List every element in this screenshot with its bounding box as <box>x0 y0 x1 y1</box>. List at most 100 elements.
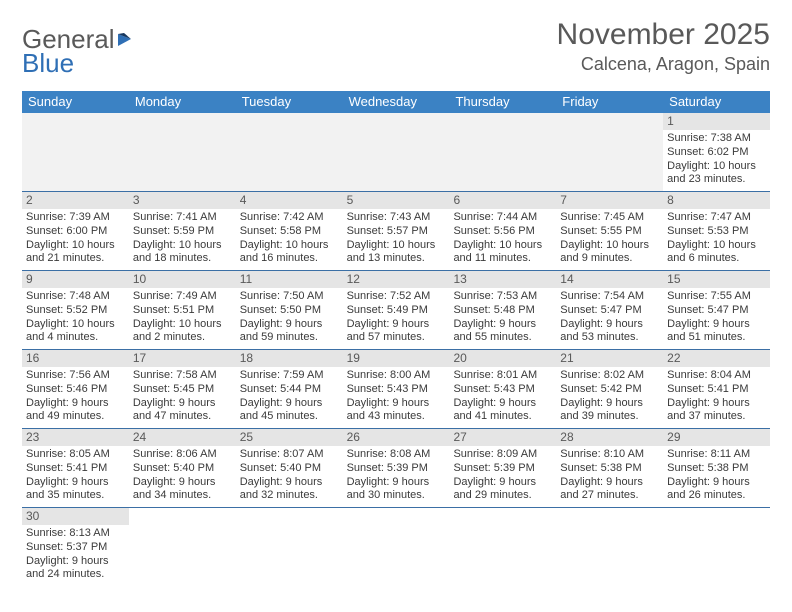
week-row: 16Sunrise: 7:56 AMSunset: 5:46 PMDayligh… <box>22 350 770 429</box>
day-number: 17 <box>129 350 236 367</box>
calendar-cell-blank <box>343 113 450 191</box>
sunrise-text: Sunrise: 8:10 AM <box>560 448 659 462</box>
sunrise-text: Sunrise: 8:07 AM <box>240 448 339 462</box>
day-header: Wednesday <box>343 91 450 113</box>
day-number: 1 <box>663 113 770 130</box>
sunrise-text: Sunrise: 7:56 AM <box>26 369 125 383</box>
week-row: 30Sunrise: 8:13 AMSunset: 5:37 PMDayligh… <box>22 508 770 586</box>
sunset-text: Sunset: 5:52 PM <box>26 304 125 318</box>
daylight-text: Daylight: 10 hours and 4 minutes. <box>26 318 125 346</box>
calendar-cell: 24Sunrise: 8:06 AMSunset: 5:40 PMDayligh… <box>129 429 236 507</box>
sunset-text: Sunset: 5:48 PM <box>453 304 552 318</box>
day-details: Sunrise: 7:42 AMSunset: 5:58 PMDaylight:… <box>236 209 343 270</box>
daylight-text: Daylight: 10 hours and 2 minutes. <box>133 318 232 346</box>
sunrise-text: Sunrise: 7:45 AM <box>560 211 659 225</box>
calendar-cell: 4Sunrise: 7:42 AMSunset: 5:58 PMDaylight… <box>236 192 343 270</box>
day-number: 9 <box>22 271 129 288</box>
day-details: Sunrise: 7:45 AMSunset: 5:55 PMDaylight:… <box>556 209 663 270</box>
sunset-text: Sunset: 5:41 PM <box>667 383 766 397</box>
sunrise-text: Sunrise: 8:09 AM <box>453 448 552 462</box>
sunrise-text: Sunrise: 8:00 AM <box>347 369 446 383</box>
weeks-container: 1Sunrise: 7:38 AMSunset: 6:02 PMDaylight… <box>22 113 770 586</box>
logo-text-2: Blue <box>22 48 74 79</box>
week-row: 1Sunrise: 7:38 AMSunset: 6:02 PMDaylight… <box>22 113 770 192</box>
calendar-cell: 23Sunrise: 8:05 AMSunset: 5:41 PMDayligh… <box>22 429 129 507</box>
calendar-cell: 14Sunrise: 7:54 AMSunset: 5:47 PMDayligh… <box>556 271 663 349</box>
day-number: 13 <box>449 271 556 288</box>
sunset-text: Sunset: 5:56 PM <box>453 225 552 239</box>
day-header: Tuesday <box>236 91 343 113</box>
daylight-text: Daylight: 9 hours and 43 minutes. <box>347 397 446 425</box>
day-number: 2 <box>22 192 129 209</box>
day-header: Sunday <box>22 91 129 113</box>
sunrise-text: Sunrise: 8:08 AM <box>347 448 446 462</box>
sunset-text: Sunset: 5:43 PM <box>453 383 552 397</box>
calendar-cell: 28Sunrise: 8:10 AMSunset: 5:38 PMDayligh… <box>556 429 663 507</box>
day-details: Sunrise: 7:56 AMSunset: 5:46 PMDaylight:… <box>22 367 129 428</box>
day-number: 10 <box>129 271 236 288</box>
day-details: Sunrise: 7:55 AMSunset: 5:47 PMDaylight:… <box>663 288 770 349</box>
calendar-cell: 20Sunrise: 8:01 AMSunset: 5:43 PMDayligh… <box>449 350 556 428</box>
sunset-text: Sunset: 6:00 PM <box>26 225 125 239</box>
day-number: 4 <box>236 192 343 209</box>
sunset-text: Sunset: 5:42 PM <box>560 383 659 397</box>
sunset-text: Sunset: 5:46 PM <box>26 383 125 397</box>
day-header: Saturday <box>663 91 770 113</box>
daylight-text: Daylight: 10 hours and 6 minutes. <box>667 239 766 267</box>
day-number: 7 <box>556 192 663 209</box>
calendar-cell: 1Sunrise: 7:38 AMSunset: 6:02 PMDaylight… <box>663 113 770 191</box>
calendar-cell: 2Sunrise: 7:39 AMSunset: 6:00 PMDaylight… <box>22 192 129 270</box>
daylight-text: Daylight: 9 hours and 29 minutes. <box>453 476 552 504</box>
sunrise-text: Sunrise: 8:13 AM <box>26 527 125 541</box>
day-number: 12 <box>343 271 450 288</box>
calendar-cell: 8Sunrise: 7:47 AMSunset: 5:53 PMDaylight… <box>663 192 770 270</box>
daylight-text: Daylight: 10 hours and 9 minutes. <box>560 239 659 267</box>
daylight-text: Daylight: 9 hours and 30 minutes. <box>347 476 446 504</box>
sunset-text: Sunset: 5:49 PM <box>347 304 446 318</box>
day-number: 22 <box>663 350 770 367</box>
sunrise-text: Sunrise: 7:42 AM <box>240 211 339 225</box>
day-number: 23 <box>22 429 129 446</box>
sunset-text: Sunset: 5:47 PM <box>667 304 766 318</box>
day-number: 26 <box>343 429 450 446</box>
daylight-text: Daylight: 9 hours and 34 minutes. <box>133 476 232 504</box>
daylight-text: Daylight: 10 hours and 13 minutes. <box>347 239 446 267</box>
sunset-text: Sunset: 5:53 PM <box>667 225 766 239</box>
day-details: Sunrise: 7:47 AMSunset: 5:53 PMDaylight:… <box>663 209 770 270</box>
day-details: Sunrise: 8:05 AMSunset: 5:41 PMDaylight:… <box>22 446 129 507</box>
calendar-cell: 3Sunrise: 7:41 AMSunset: 5:59 PMDaylight… <box>129 192 236 270</box>
sunset-text: Sunset: 5:41 PM <box>26 462 125 476</box>
sunrise-text: Sunrise: 7:50 AM <box>240 290 339 304</box>
sunrise-text: Sunrise: 7:49 AM <box>133 290 232 304</box>
daylight-text: Daylight: 10 hours and 18 minutes. <box>133 239 232 267</box>
day-number: 19 <box>343 350 450 367</box>
day-details: Sunrise: 8:11 AMSunset: 5:38 PMDaylight:… <box>663 446 770 507</box>
sunrise-text: Sunrise: 7:43 AM <box>347 211 446 225</box>
calendar-cell-blank <box>22 113 129 191</box>
day-header: Thursday <box>449 91 556 113</box>
day-details: Sunrise: 7:44 AMSunset: 5:56 PMDaylight:… <box>449 209 556 270</box>
sunset-text: Sunset: 5:58 PM <box>240 225 339 239</box>
day-number: 25 <box>236 429 343 446</box>
sunset-text: Sunset: 5:43 PM <box>347 383 446 397</box>
day-details: Sunrise: 7:50 AMSunset: 5:50 PMDaylight:… <box>236 288 343 349</box>
daylight-text: Daylight: 9 hours and 57 minutes. <box>347 318 446 346</box>
day-number: 16 <box>22 350 129 367</box>
calendar-cell: 18Sunrise: 7:59 AMSunset: 5:44 PMDayligh… <box>236 350 343 428</box>
calendar-cell: 29Sunrise: 8:11 AMSunset: 5:38 PMDayligh… <box>663 429 770 507</box>
day-details: Sunrise: 7:48 AMSunset: 5:52 PMDaylight:… <box>22 288 129 349</box>
flag-icon <box>115 24 141 55</box>
calendar-cell-blank <box>449 113 556 191</box>
day-details: Sunrise: 8:08 AMSunset: 5:39 PMDaylight:… <box>343 446 450 507</box>
daylight-text: Daylight: 10 hours and 23 minutes. <box>667 160 766 188</box>
month-title: November 2025 <box>557 18 770 52</box>
sunset-text: Sunset: 5:51 PM <box>133 304 232 318</box>
day-number: 11 <box>236 271 343 288</box>
sunset-text: Sunset: 5:39 PM <box>453 462 552 476</box>
sunrise-text: Sunrise: 8:06 AM <box>133 448 232 462</box>
week-row: 9Sunrise: 7:48 AMSunset: 5:52 PMDaylight… <box>22 271 770 350</box>
daylight-text: Daylight: 9 hours and 27 minutes. <box>560 476 659 504</box>
day-details: Sunrise: 7:59 AMSunset: 5:44 PMDaylight:… <box>236 367 343 428</box>
daylight-text: Daylight: 9 hours and 49 minutes. <box>26 397 125 425</box>
sunrise-text: Sunrise: 8:02 AM <box>560 369 659 383</box>
